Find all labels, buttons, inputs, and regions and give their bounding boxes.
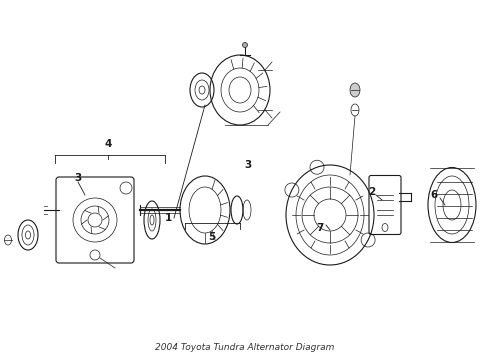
Text: 5: 5 [208, 232, 216, 242]
Ellipse shape [350, 83, 360, 97]
Ellipse shape [243, 42, 247, 48]
Text: 2004 Toyota Tundra Alternator Diagram: 2004 Toyota Tundra Alternator Diagram [155, 343, 335, 352]
Text: 7: 7 [317, 223, 324, 233]
Text: 1: 1 [165, 213, 172, 223]
Text: 4: 4 [104, 139, 112, 149]
Text: 6: 6 [431, 190, 438, 200]
Text: 3: 3 [74, 173, 82, 183]
Text: 2: 2 [368, 187, 376, 197]
Text: 3: 3 [245, 160, 252, 170]
